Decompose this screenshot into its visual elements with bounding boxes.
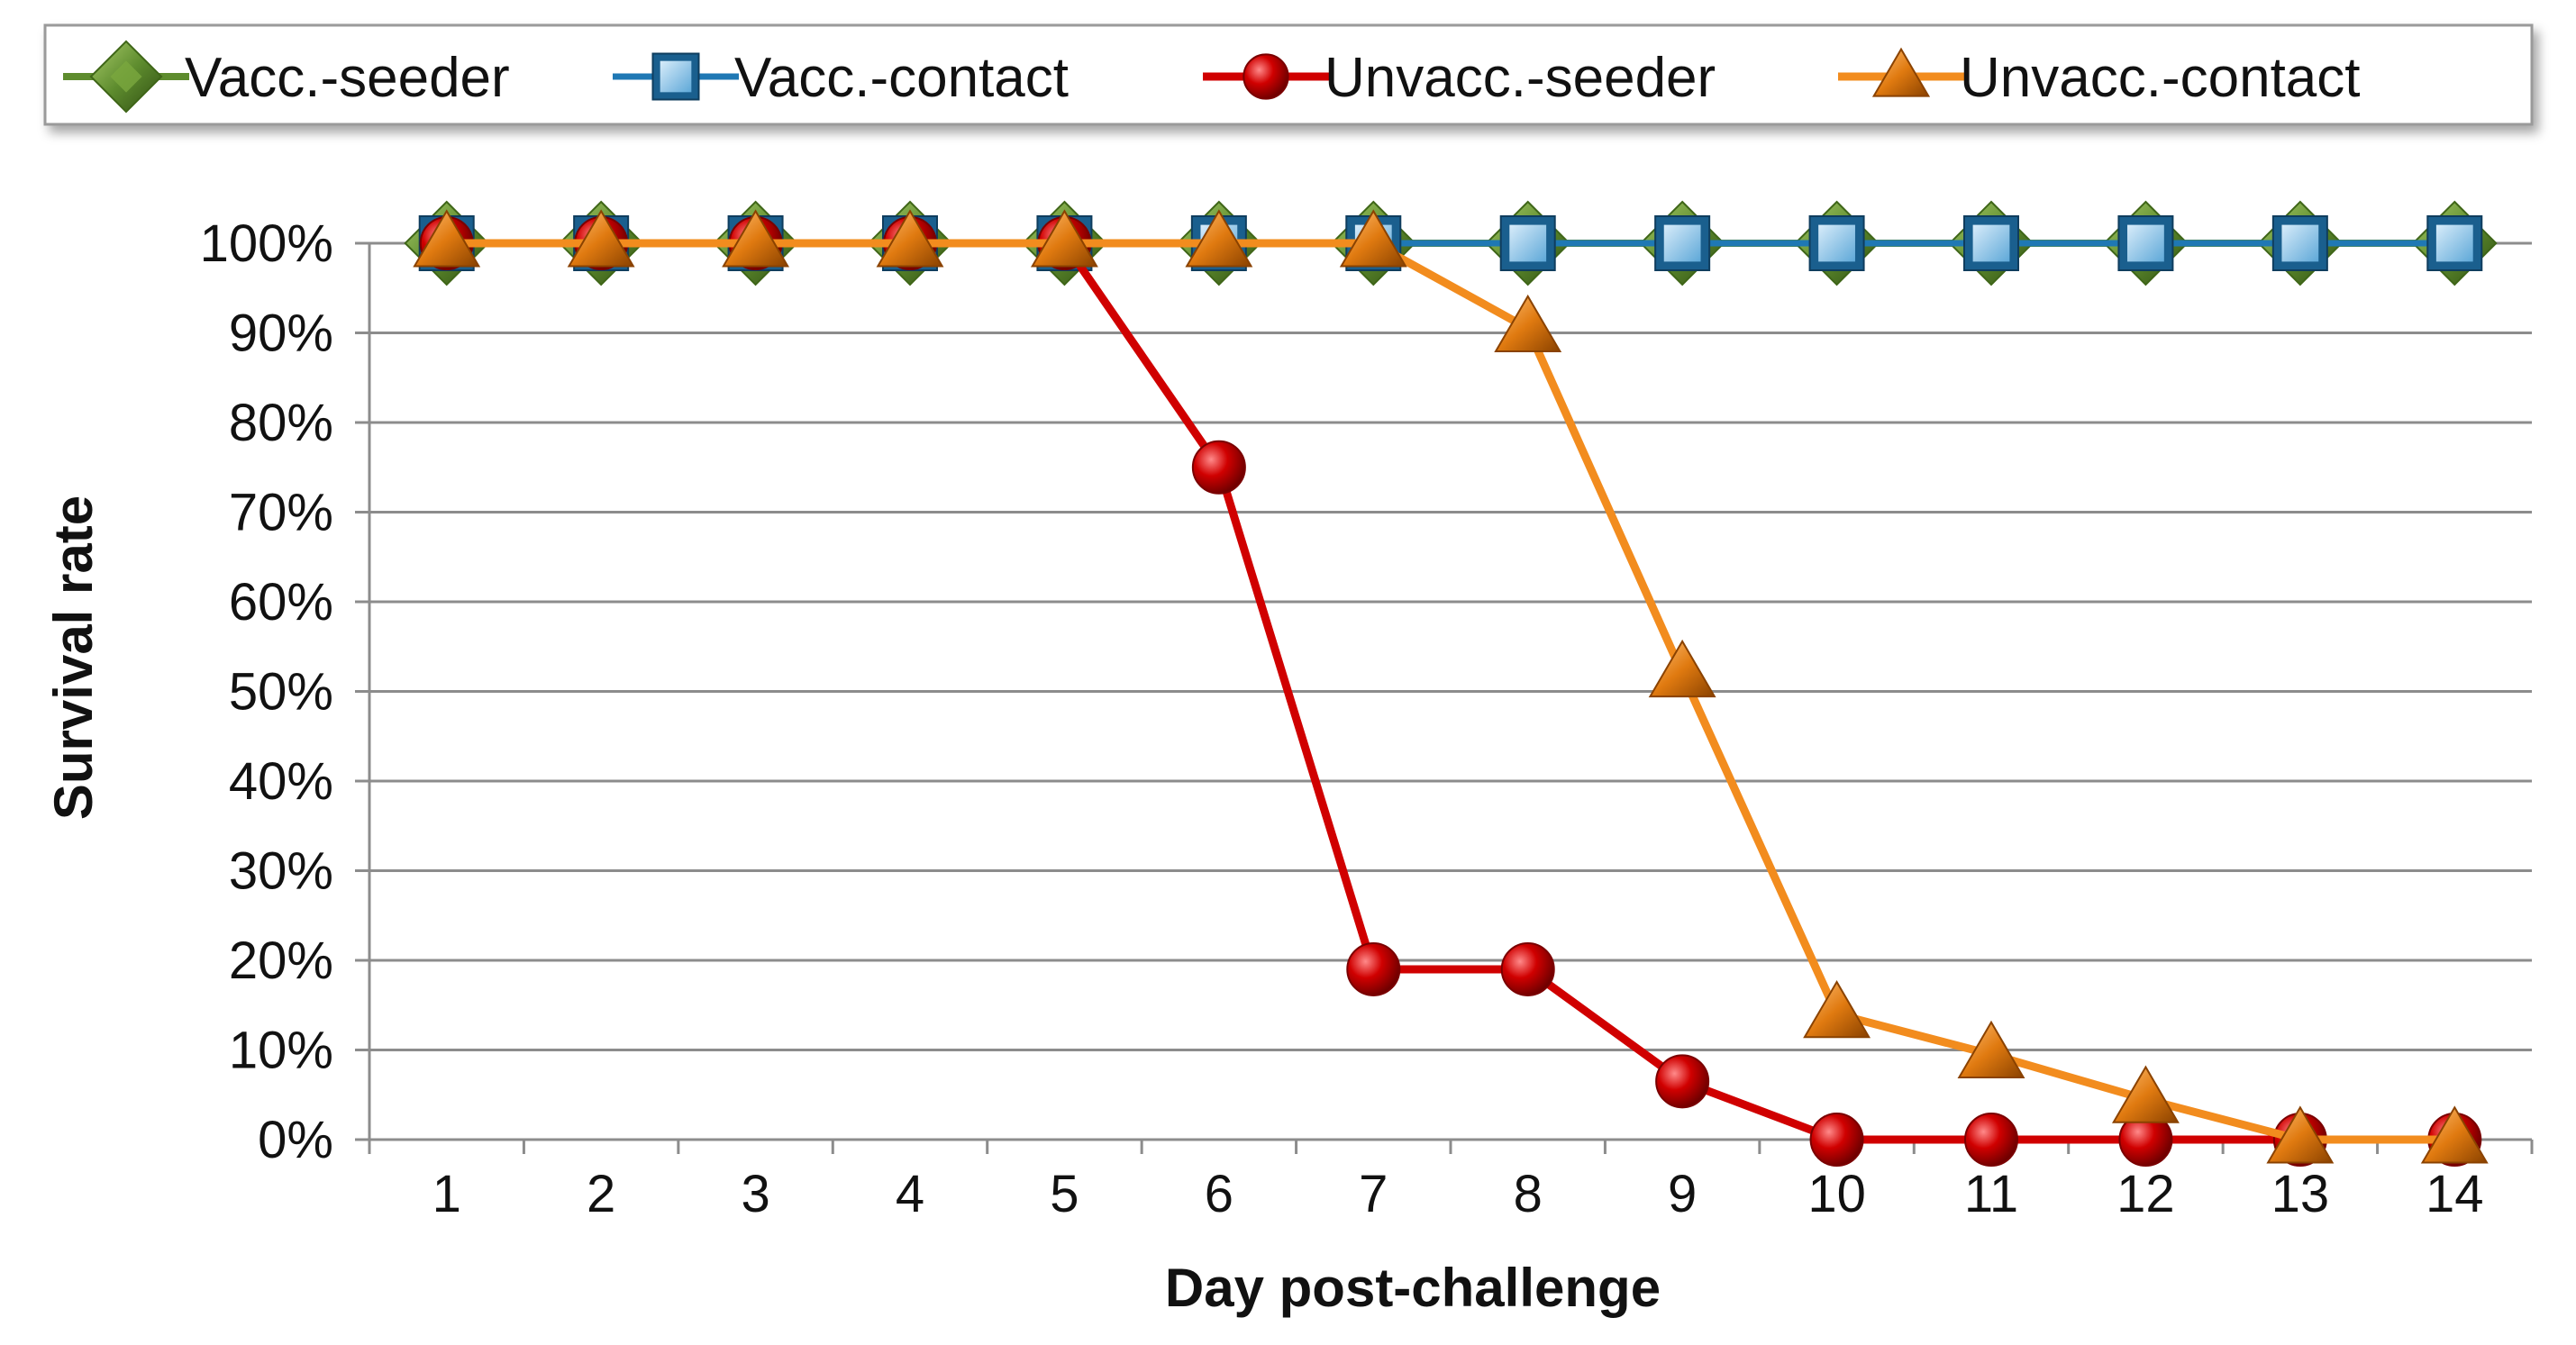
data-point-triangle [876,209,944,268]
data-point-circle [1655,1054,1710,1109]
x-tick-label: 5 [1050,1165,1079,1223]
legend-item: Vacc.-contact [613,47,1069,109]
data-point-triangle [1030,209,1098,268]
y-tick-label: 70% [229,484,333,542]
x-tick-labels: 1 2 3 4 5 6 7 8 9 10 11 12 13 14 [432,1165,2484,1223]
data-point-square [1499,215,1556,271]
data-point-triangle [2420,1105,2489,1164]
data-point-triangle [1803,980,1871,1039]
data-point-triangle [2266,1105,2335,1164]
x-tick-label: 3 [741,1165,769,1223]
y-tick-label: 90% [229,304,333,363]
x-tick-label: 10 [1807,1165,1866,1223]
x-tick-label: 6 [1205,1165,1233,1223]
data-point-circle [1191,440,1246,495]
x-tick-label: 11 [1964,1165,2018,1223]
legend-marker-circle [1242,53,1289,100]
data-point-circle [1346,941,1401,996]
legend-item: Vacc.-seeder [63,40,510,114]
x-tick-label: 7 [1359,1165,1388,1223]
legend-item: Unvacc.-contact [1838,47,2361,109]
data-point-square [1808,215,1865,271]
data-point-circle [1964,1113,2018,1167]
y-tick-labels: 0% 10% 20% 30% 40% 50% 60% 70% 80% 90% 100% [200,214,333,1169]
axes [355,241,2534,1154]
y-tick-label: 30% [229,842,333,901]
data-point-triangle [1185,209,1253,268]
legend-marker-triangle [1871,47,1931,97]
data-point-square [2271,215,2328,271]
data-point-triangle [722,209,790,268]
y-tick-label: 10% [229,1022,333,1080]
series-unvacc-contact [413,209,2489,1164]
data-point-triangle [1494,294,1562,353]
data-point-square [1654,215,1711,271]
data-point-triangle [1957,1020,2025,1078]
data-point-circle [1500,941,1555,996]
legend-label: Unvacc.-seeder [1324,47,1716,109]
x-tick-label: 4 [896,1165,924,1223]
series-line [446,239,2455,1144]
data-point-square [2117,215,2174,271]
x-tick-label: 2 [587,1165,615,1223]
y-tick-label: 60% [229,573,333,632]
data-point-square [2426,215,2483,271]
y-axis-title: Survival rate [43,495,104,820]
x-tick-label: 14 [2426,1165,2484,1223]
y-tick-label: 100% [200,214,333,273]
legend-marker-square [651,52,700,101]
y-tick-label: 20% [229,932,333,990]
x-tick-label: 9 [1668,1165,1697,1223]
x-tick-label: 1 [432,1165,461,1223]
y-tick-label: 50% [229,663,333,722]
y-tick-label: 80% [229,394,333,452]
legend: Vacc.-seeder Vacc.-contact Unvacc.-seeder U… [43,23,2534,126]
legend-item: Unvacc.-seeder [1203,47,1716,109]
data-point-triangle [1339,209,1407,268]
legend-marker-diamond [89,40,163,114]
legend-label: Vacc.-seeder [185,47,510,109]
x-axis-title: Day post-challenge [1165,1258,1661,1318]
x-tick-label: 13 [2271,1165,2330,1223]
y-tick-label: 40% [229,752,333,811]
x-tick-label: 12 [2116,1165,2175,1223]
x-tick-label: 8 [1514,1165,1543,1223]
data-point-triangle [413,209,481,268]
gridlines [369,241,2532,1051]
data-point-circle [1809,1113,1864,1167]
data-point-square [1963,215,2019,271]
legend-label: Unvacc.-contact [1960,47,2361,109]
data-point-triangle [1648,639,1716,698]
y-tick-label: 0% [258,1111,333,1169]
data-point-triangle [2111,1065,2180,1123]
series-layer [404,200,2498,1167]
data-point-triangle [567,209,635,268]
legend-label: Vacc.-contact [734,47,1069,109]
